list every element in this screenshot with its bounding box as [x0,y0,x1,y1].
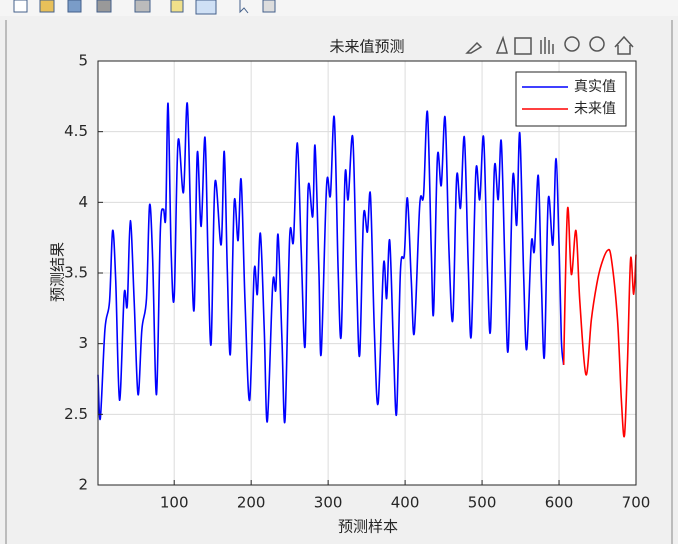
legend-label: 真实值 [574,79,616,95]
x-tick-label: 100 [160,494,189,512]
x-axis-label: 预测样本 [338,518,398,536]
legend-icon[interactable] [195,0,217,15]
toolbar-icons[interactable] [13,0,276,15]
brush-icon[interactable] [495,35,508,54]
save-icon[interactable] [67,0,82,13]
pointer-icon[interactable] [239,0,249,14]
legend-label: 未来值 [574,101,616,117]
y-tick-label: 4.5 [64,122,88,140]
colorbar-icon[interactable] [170,0,184,13]
zoom-out-icon[interactable] [589,36,605,52]
x-tick-label: 600 [545,494,574,512]
y-tick-label: 5 [78,52,88,70]
home-icon[interactable] [614,35,634,55]
pan-icon[interactable] [540,37,554,54]
axes-toolbar[interactable] [465,35,634,55]
series-line [562,206,637,438]
x-tick-label: 500 [468,494,497,512]
toolbar [0,0,678,16]
y-tick-label: 4 [78,193,88,211]
datatip-icon[interactable] [514,37,532,55]
y-tick-label: 3.5 [64,264,88,282]
open-icon[interactable] [39,0,55,13]
y-axis-label: 预测结果 [49,242,67,302]
y-tick-label: 2.5 [64,405,88,423]
property-icon[interactable] [262,0,276,13]
y-tick-label: 2 [78,476,88,494]
x-tick-label: 400 [391,494,420,512]
print-icon[interactable] [96,0,112,13]
zoom-in-icon[interactable] [564,36,580,52]
y-tick-label: 3 [78,334,88,352]
x-tick-label: 700 [622,494,651,512]
export-icon[interactable] [465,41,483,54]
link-icon[interactable] [134,0,151,13]
legend-box [515,71,627,127]
chart-title: 未来值预测 [329,38,404,56]
new-icon[interactable] [13,0,28,13]
x-tick-label: 200 [237,494,266,512]
lines [97,102,637,438]
x-tick-label: 300 [314,494,343,512]
series-line [97,102,565,424]
